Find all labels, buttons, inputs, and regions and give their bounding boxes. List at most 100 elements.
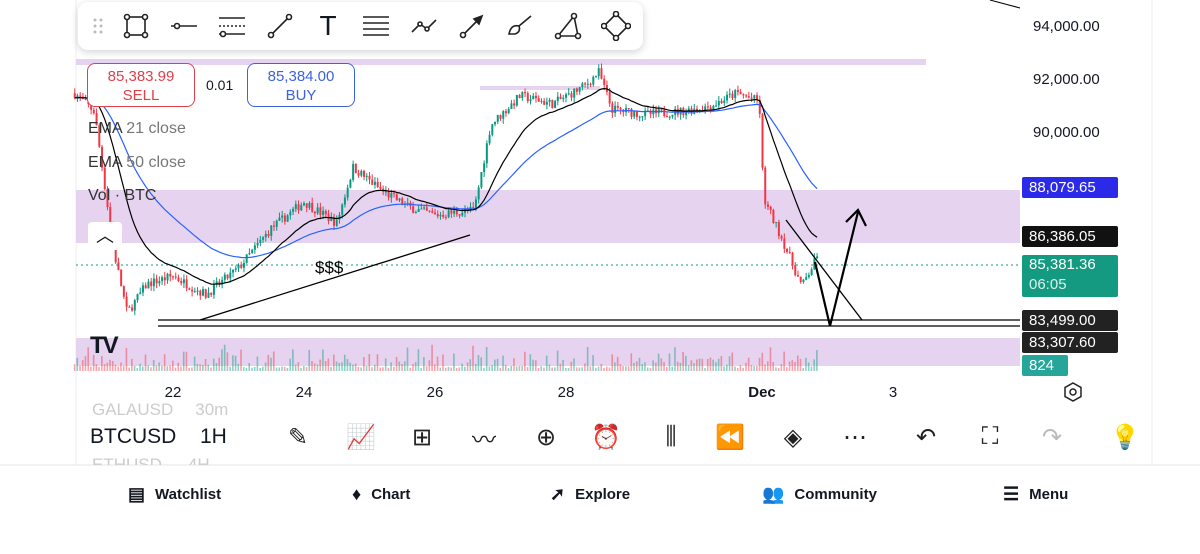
volume-bar — [775, 367, 777, 371]
ideas-bulb-icon[interactable]: 💡 — [1110, 423, 1140, 451]
legend-ema50[interactable]: EMA 50 close — [88, 154, 186, 171]
volume-bar — [649, 367, 652, 371]
candle-body — [545, 101, 548, 105]
volume-bar — [674, 347, 676, 371]
volume-bar — [147, 365, 150, 371]
volume-bar — [753, 366, 755, 371]
interval-selector[interactable]: 1H — [200, 425, 227, 448]
candle-body — [256, 242, 259, 246]
volume-bar — [117, 366, 120, 371]
candle-body — [554, 100, 557, 109]
candle-body — [447, 210, 450, 218]
collapse-legend-chevron-icon[interactable]: ︿ — [88, 222, 122, 250]
candle-body — [177, 277, 180, 282]
replay-icon[interactable]: ⏪ — [715, 423, 745, 451]
rotated-rectangle-icon[interactable] — [592, 2, 640, 50]
buy-button[interactable]: 85,384.00 BUY — [247, 63, 355, 107]
volume-bar — [431, 344, 433, 371]
trend-line-drawing[interactable] — [989, 0, 1021, 9]
volume-bar — [379, 367, 382, 371]
candle-body — [477, 187, 480, 200]
legend-volume[interactable]: Vol · BTC — [88, 187, 157, 204]
liquidity-annotation[interactable]: $$$ — [315, 258, 344, 277]
candle-body — [297, 204, 300, 211]
polyline-icon[interactable] — [544, 2, 592, 50]
candle-body — [322, 210, 325, 215]
chart-settings-icon[interactable] — [1062, 381, 1084, 408]
nav-explore[interactable]: ➚ Explore — [550, 484, 630, 505]
line-price-tag: 83,499.00 — [1022, 310, 1118, 331]
path-icon[interactable] — [400, 2, 448, 50]
text-icon[interactable]: T — [319, 10, 337, 41]
candle-body — [788, 251, 791, 253]
volume-bar — [174, 367, 177, 371]
more-icon[interactable]: ⋯ — [843, 423, 867, 451]
drawing-pen-icon[interactable]: ✎ — [287, 423, 309, 451]
candle-body — [513, 103, 516, 106]
patterns-icon[interactable]: 〰 — [472, 426, 496, 454]
nav-menu[interactable]: ☰ Menu — [1003, 484, 1068, 505]
volume-bar — [663, 361, 665, 371]
nav-label: Menu — [1029, 486, 1069, 503]
volume-bar — [761, 352, 764, 371]
volume-bar — [101, 356, 103, 371]
layers-icon[interactable]: ◈ — [783, 423, 803, 451]
candle-body — [715, 105, 718, 107]
parallel-channel-icon[interactable] — [208, 2, 256, 50]
fullscreen-icon[interactable]: ⛶ — [981, 423, 999, 450]
candle-body — [316, 207, 319, 214]
volume-bar — [226, 352, 229, 371]
projection-arrow[interactable] — [813, 211, 860, 327]
legend-ema21[interactable]: EMA 21 close — [88, 120, 186, 137]
volume-bar — [641, 364, 644, 371]
candle-body — [807, 274, 810, 278]
fib-retracement-icon[interactable] — [352, 2, 400, 50]
alert-clock-icon[interactable]: ⏰ — [591, 423, 621, 451]
candle-body — [709, 107, 712, 111]
volume-bar — [390, 362, 392, 371]
candle-body — [286, 215, 289, 222]
trend-line-drawing[interactable] — [785, 219, 863, 321]
trend-line-drawing[interactable] — [199, 234, 471, 321]
volume-bar — [267, 354, 270, 371]
candle-body — [472, 206, 475, 208]
sell-button[interactable]: 85,383.99 SELL — [87, 63, 195, 107]
redo-icon[interactable]: ↷ — [1041, 423, 1063, 451]
candle-body — [480, 172, 483, 188]
candle-body — [696, 108, 698, 111]
nav-community[interactable]: 👥 Community — [762, 484, 877, 505]
volume-bar — [701, 358, 704, 371]
candle-body — [357, 173, 360, 176]
symbol-selector[interactable]: BTCUSD — [90, 425, 177, 448]
volume-bar — [152, 359, 155, 371]
trend-line-icon[interactable] — [256, 2, 304, 50]
volume-bar — [223, 344, 226, 371]
volume-bar — [499, 367, 502, 371]
drag-handle-icon[interactable] — [84, 2, 112, 50]
arrow-icon[interactable] — [448, 2, 496, 50]
nav-label: Watchlist — [155, 486, 222, 503]
volume-bar — [472, 345, 474, 371]
volume-bar — [796, 355, 799, 371]
candle-body — [226, 274, 229, 279]
indicators-icon[interactable]: 📈 — [346, 423, 376, 451]
horizontal-line-icon[interactable] — [160, 2, 208, 50]
candle-body — [425, 207, 428, 211]
next-symbol[interactable]: ETHUSD 4H — [92, 455, 210, 465]
volume-bar — [788, 361, 791, 371]
brush-icon[interactable] — [496, 2, 544, 50]
rectangle-icon[interactable] — [112, 2, 160, 50]
candles-icon[interactable]: ⫼ — [665, 423, 677, 450]
nav-chart[interactable]: ♦ Chart — [352, 484, 410, 505]
candle-body — [303, 203, 305, 206]
volume-bar — [772, 361, 775, 371]
undo-icon[interactable]: ↶ — [915, 423, 937, 451]
candle-body — [611, 103, 614, 113]
nav-watchlist[interactable]: ▤ Watchlist — [128, 484, 221, 505]
prev-symbol[interactable]: GALAUSD 30m — [92, 400, 229, 419]
candle-body — [556, 96, 559, 101]
add-icon[interactable]: ⊕ — [535, 423, 557, 451]
volume-bar — [425, 366, 428, 371]
layouts-grid-icon[interactable]: ⊞ — [411, 423, 433, 451]
